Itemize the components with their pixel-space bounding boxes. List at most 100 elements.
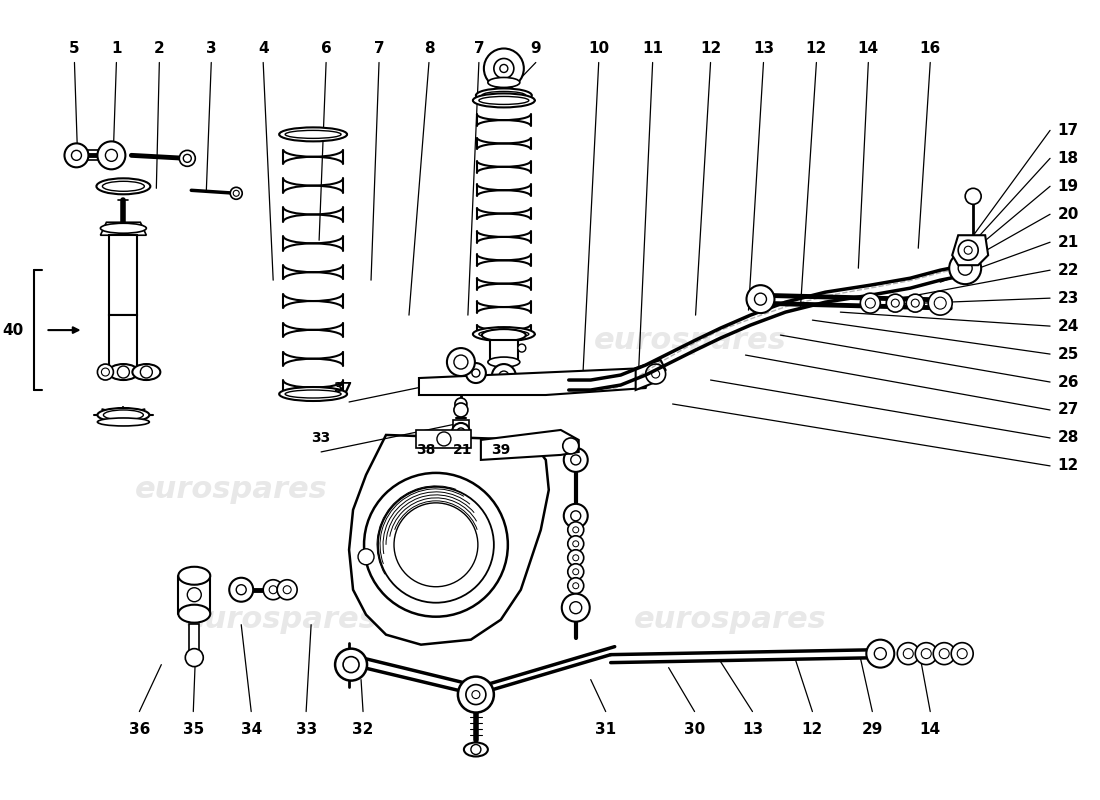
Text: 21: 21	[1057, 234, 1079, 250]
Circle shape	[952, 642, 974, 665]
Text: 14: 14	[858, 41, 879, 56]
Text: 28: 28	[1057, 430, 1079, 446]
Circle shape	[573, 582, 579, 589]
Polygon shape	[636, 360, 666, 390]
Ellipse shape	[97, 178, 151, 194]
Circle shape	[949, 252, 981, 284]
Ellipse shape	[178, 605, 210, 622]
Circle shape	[494, 58, 514, 78]
Circle shape	[898, 642, 920, 665]
Text: 24: 24	[1057, 318, 1079, 334]
Ellipse shape	[279, 387, 348, 401]
Bar	[109, 235, 138, 315]
Ellipse shape	[178, 566, 210, 585]
Circle shape	[141, 366, 152, 378]
Circle shape	[179, 150, 196, 166]
Circle shape	[965, 246, 972, 254]
Text: 21: 21	[453, 443, 473, 457]
Circle shape	[472, 369, 480, 377]
Text: 37: 37	[333, 381, 353, 395]
Text: 39: 39	[492, 443, 510, 457]
Ellipse shape	[476, 89, 531, 102]
Circle shape	[568, 578, 584, 594]
Circle shape	[651, 370, 660, 378]
Text: 12: 12	[1057, 458, 1079, 474]
Text: 7: 7	[374, 41, 384, 56]
Text: 38: 38	[416, 443, 436, 457]
Circle shape	[118, 366, 130, 378]
Circle shape	[573, 527, 579, 533]
Circle shape	[270, 586, 277, 594]
Circle shape	[747, 285, 774, 313]
Circle shape	[922, 649, 932, 658]
Circle shape	[378, 487, 494, 602]
Ellipse shape	[98, 418, 150, 426]
Text: 29: 29	[861, 722, 883, 737]
Circle shape	[568, 522, 584, 538]
Circle shape	[965, 188, 981, 204]
Circle shape	[934, 297, 946, 309]
Bar	[490, 340, 518, 362]
Text: 34: 34	[241, 722, 262, 737]
Ellipse shape	[482, 329, 526, 341]
Circle shape	[874, 648, 887, 660]
Text: 22: 22	[1057, 262, 1079, 278]
Ellipse shape	[478, 97, 529, 105]
Text: 12: 12	[806, 41, 827, 56]
Polygon shape	[349, 435, 549, 645]
Circle shape	[646, 364, 666, 384]
Text: 12: 12	[802, 722, 823, 737]
Circle shape	[891, 299, 900, 307]
Circle shape	[466, 685, 486, 705]
Ellipse shape	[488, 78, 520, 87]
Circle shape	[570, 602, 582, 614]
Circle shape	[447, 348, 475, 376]
Ellipse shape	[109, 364, 139, 380]
Text: 3: 3	[206, 41, 217, 56]
Bar	[453, 420, 469, 428]
Circle shape	[755, 293, 767, 305]
Circle shape	[860, 293, 880, 313]
Text: 5: 5	[69, 41, 80, 56]
Text: 33: 33	[296, 722, 317, 737]
Ellipse shape	[478, 330, 529, 338]
Circle shape	[564, 448, 587, 472]
Text: 18: 18	[1057, 151, 1079, 166]
Ellipse shape	[464, 742, 488, 757]
Circle shape	[98, 364, 113, 380]
Circle shape	[928, 291, 953, 315]
Circle shape	[957, 649, 967, 658]
Text: 12: 12	[700, 41, 722, 56]
Circle shape	[233, 190, 239, 196]
Circle shape	[571, 511, 581, 521]
Circle shape	[364, 473, 508, 617]
Circle shape	[906, 294, 924, 312]
Circle shape	[911, 299, 920, 307]
Circle shape	[454, 355, 467, 369]
Text: eurospares: eurospares	[594, 326, 786, 354]
Circle shape	[359, 549, 374, 565]
Ellipse shape	[100, 223, 146, 234]
Text: 25: 25	[1057, 346, 1079, 362]
Text: 20: 20	[1057, 206, 1079, 222]
Circle shape	[933, 642, 955, 665]
Circle shape	[564, 504, 587, 528]
Circle shape	[263, 580, 283, 600]
Circle shape	[236, 585, 246, 594]
Ellipse shape	[285, 390, 341, 398]
Text: 40: 40	[2, 322, 23, 338]
Circle shape	[185, 649, 204, 666]
Circle shape	[394, 503, 477, 586]
Text: 26: 26	[1057, 374, 1079, 390]
Circle shape	[466, 363, 486, 383]
Circle shape	[939, 649, 949, 658]
Circle shape	[98, 142, 125, 170]
Circle shape	[336, 649, 367, 681]
Text: 17: 17	[1057, 123, 1079, 138]
Circle shape	[471, 745, 481, 754]
Circle shape	[492, 364, 516, 388]
Text: 35: 35	[183, 722, 204, 737]
Circle shape	[65, 143, 88, 167]
Polygon shape	[953, 235, 988, 265]
Circle shape	[499, 65, 508, 73]
